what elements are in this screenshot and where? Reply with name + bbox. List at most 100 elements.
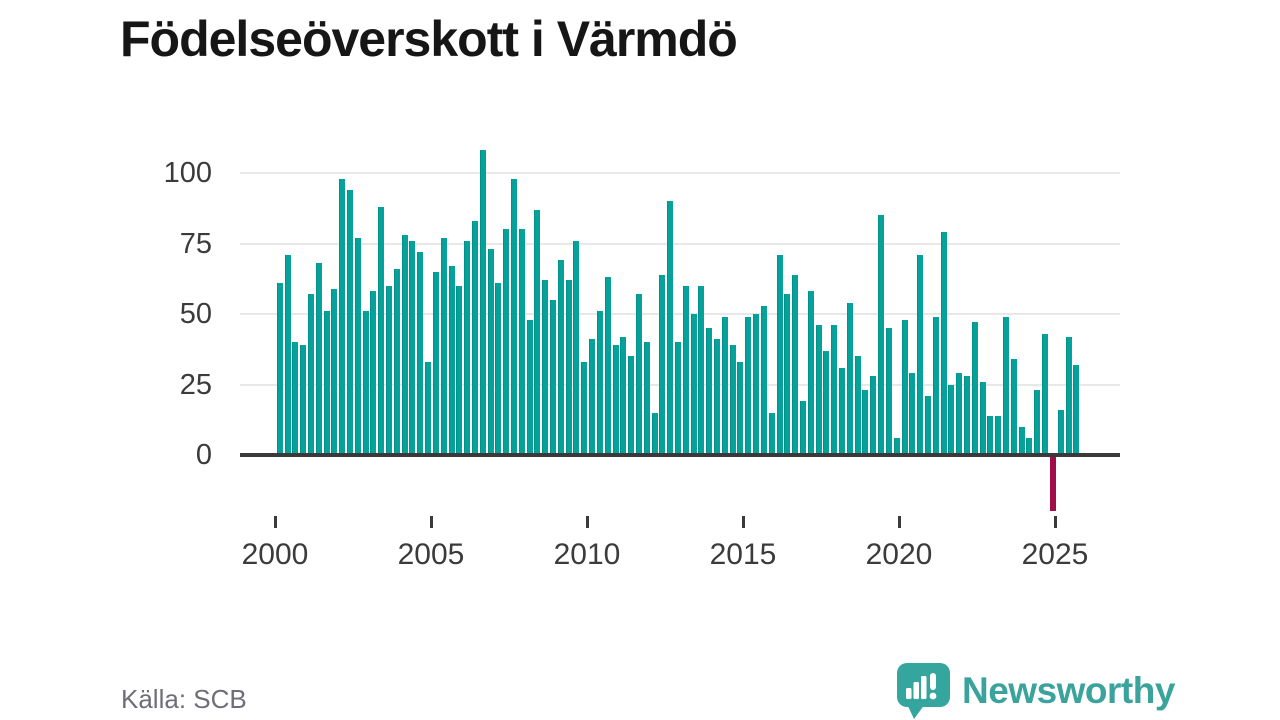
- bar: [909, 373, 916, 455]
- bar: [612, 345, 619, 455]
- bar: [940, 232, 947, 455]
- bar: [667, 201, 674, 455]
- newsworthy-speech-bubble-chart-icon: [897, 663, 950, 719]
- bar: [675, 342, 681, 455]
- bar: [432, 271, 439, 455]
- bar: [776, 254, 783, 455]
- bar: [589, 339, 596, 455]
- x-tick: [273, 516, 277, 528]
- bar: [839, 367, 846, 455]
- bar: [550, 299, 557, 455]
- bar: [760, 305, 767, 455]
- bar: [573, 240, 580, 455]
- bar: [635, 294, 642, 455]
- bar: [346, 189, 353, 455]
- bar: [487, 249, 494, 455]
- x-tick-label: 2010: [553, 538, 621, 571]
- bar: [315, 263, 322, 455]
- bar: [628, 356, 635, 455]
- bar: [1057, 409, 1064, 455]
- bar: [479, 150, 486, 455]
- bar: [464, 240, 471, 455]
- bar: [643, 342, 650, 455]
- bar: [854, 356, 861, 455]
- bar: [1018, 426, 1025, 455]
- bar: [503, 229, 510, 455]
- bar: [995, 415, 1002, 455]
- bar: [987, 415, 994, 455]
- bar: [354, 237, 361, 455]
- bar: [565, 280, 572, 455]
- bar: [339, 178, 346, 455]
- bar: [1073, 364, 1080, 455]
- y-tick-label: 75: [179, 227, 212, 260]
- bar: [706, 328, 713, 455]
- bar: [409, 240, 416, 455]
- bar: [651, 412, 658, 455]
- bar: [885, 328, 892, 455]
- source-note: Källa: SCB: [121, 684, 247, 714]
- bar: [870, 376, 877, 455]
- bar: [823, 350, 830, 455]
- bar: [714, 339, 721, 455]
- bar: [284, 254, 291, 455]
- bar: [370, 291, 377, 455]
- x-tick: [897, 516, 901, 528]
- bar: [1034, 390, 1041, 455]
- bar: [659, 274, 666, 455]
- bar: [518, 229, 525, 455]
- x-tick-label: 2000: [241, 538, 309, 571]
- bar: [846, 302, 853, 455]
- bar: [963, 376, 970, 455]
- bar: [737, 361, 744, 455]
- bar: [745, 316, 752, 455]
- bar: [331, 288, 338, 455]
- y-gridline: [240, 172, 1120, 174]
- x-tick: [741, 516, 745, 528]
- bar: [917, 254, 924, 455]
- bar: [979, 381, 986, 455]
- bar: [417, 251, 424, 455]
- y-tick-label: 100: [163, 157, 212, 189]
- bar: [581, 361, 588, 455]
- bar: [784, 294, 791, 455]
- bar: [924, 395, 931, 455]
- bar: [690, 314, 697, 455]
- bar: [1003, 316, 1010, 455]
- bar-negative: [1049, 457, 1056, 511]
- bar: [893, 438, 900, 455]
- bar: [729, 345, 736, 455]
- bar: [534, 209, 541, 455]
- bar: [495, 282, 502, 455]
- x-axis-line: [240, 453, 1120, 457]
- bar: [698, 285, 705, 455]
- y-tick-label: 0: [195, 439, 212, 471]
- bar: [1065, 336, 1072, 455]
- bar: [276, 282, 283, 455]
- bar: [948, 384, 955, 455]
- bar: [604, 277, 611, 455]
- bar: [721, 316, 728, 455]
- x-tick: [585, 516, 589, 528]
- bar: [292, 342, 299, 455]
- x-tick: [1053, 516, 1057, 528]
- bar: [682, 285, 689, 455]
- bar: [620, 336, 627, 455]
- bar: [511, 178, 517, 455]
- bar: [753, 314, 760, 455]
- bar: [878, 215, 885, 455]
- bar: [401, 235, 408, 455]
- bar: [768, 412, 775, 455]
- bar: [971, 322, 978, 455]
- bar: [792, 274, 799, 455]
- x-tick-label: 2025: [1021, 538, 1089, 571]
- bar: [440, 237, 447, 455]
- bar: [1010, 359, 1017, 455]
- bar: [815, 325, 822, 455]
- bar: [448, 266, 455, 455]
- y-gridline: [240, 242, 1120, 245]
- newsworthy-wordmark: Newsworthy: [962, 670, 1175, 711]
- y-tick-label: 50: [179, 298, 212, 330]
- bar: [323, 311, 330, 455]
